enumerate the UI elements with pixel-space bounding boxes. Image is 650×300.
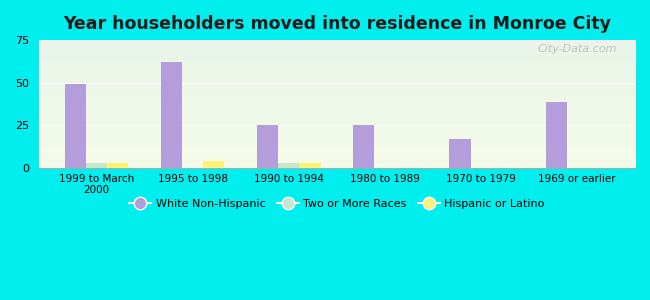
Bar xyxy=(449,139,471,168)
Bar xyxy=(203,161,224,168)
Title: Year householders moved into residence in Monroe City: Year householders moved into residence i… xyxy=(63,15,611,33)
Legend: White Non-Hispanic, Two or More Races, Hispanic or Latino: White Non-Hispanic, Two or More Races, H… xyxy=(125,195,549,214)
Text: City-Data.com: City-Data.com xyxy=(538,44,617,54)
Bar xyxy=(545,102,567,168)
Bar xyxy=(278,163,300,168)
Bar xyxy=(257,125,278,168)
Bar xyxy=(353,125,374,168)
Bar xyxy=(161,62,182,168)
Bar xyxy=(65,85,86,168)
Bar xyxy=(300,163,320,168)
Bar xyxy=(86,163,107,168)
Bar xyxy=(107,163,128,168)
